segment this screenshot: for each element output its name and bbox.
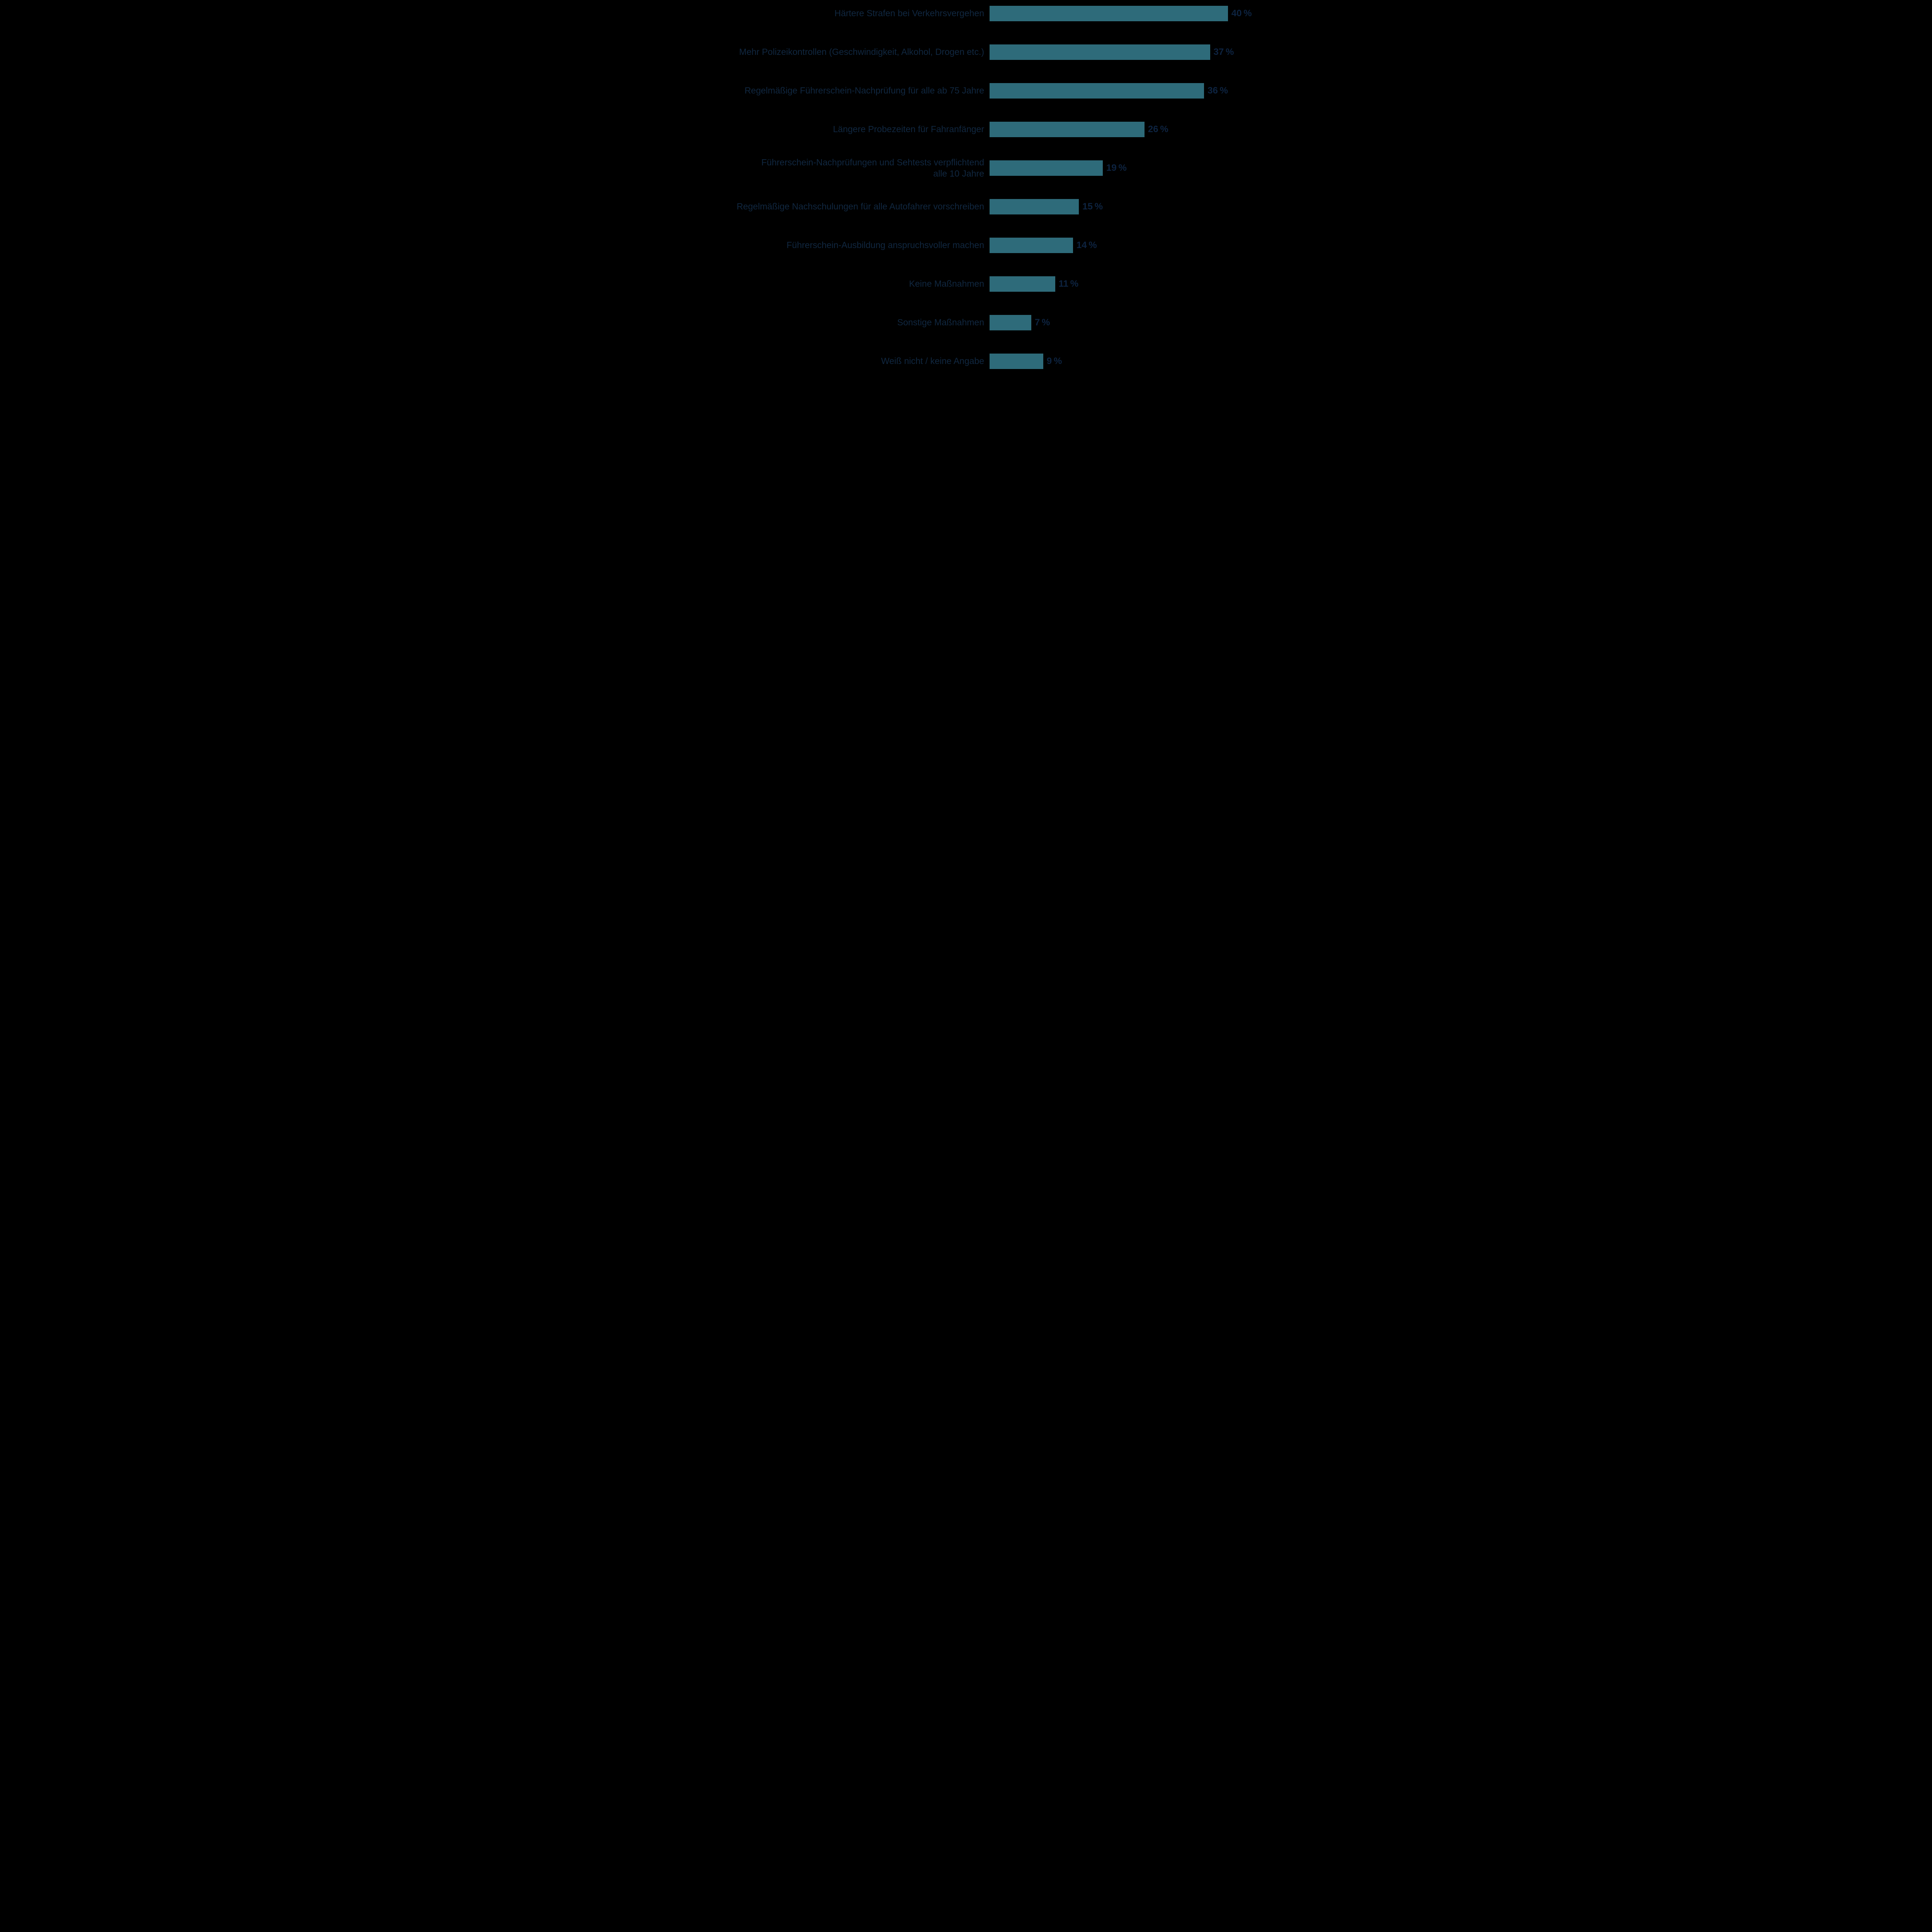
- bar-area: 14 %: [990, 226, 1256, 265]
- category-label: Längere Probezeiten für Fahranfänger: [833, 124, 984, 134]
- category-label: Führerschein-Ausbildung anspruchsvoller …: [786, 240, 984, 250]
- bar-area: 40 %: [990, 0, 1256, 33]
- chart-row: Längere Probezeiten für Fahranfänger 26 %: [676, 110, 1256, 149]
- value-label: 36 %: [1208, 85, 1228, 96]
- chart-row: Regelmäßige Nachschulungen für alle Auto…: [676, 187, 1256, 226]
- value-label: 15 %: [1082, 201, 1103, 212]
- category-label: Weiß nicht / keine Angabe: [881, 356, 984, 366]
- bar-chart-rows: Härtere Strafen bei Verkehrsvergehen 40 %…: [676, 0, 1256, 381]
- category-label: Sonstige Maßnahmen: [897, 317, 984, 328]
- value-label: 26 %: [1148, 124, 1168, 134]
- bar: [990, 354, 1043, 369]
- bar-area: 11 %: [990, 265, 1256, 303]
- bar: [990, 6, 1228, 21]
- value-label: 14 %: [1076, 240, 1097, 250]
- bar: [990, 122, 1145, 137]
- bar: [990, 83, 1204, 99]
- chart-row: Regelmäßige Führerschein-Nachprüfung für…: [676, 71, 1256, 110]
- category-label: Regelmäßige Führerschein-Nachprüfung für…: [744, 85, 984, 96]
- chart-row: Keine Maßnahmen 11 %: [676, 265, 1256, 303]
- category-label: Mehr Polizeikontrollen (Geschwindigkeit,…: [739, 47, 984, 57]
- value-label: 37 %: [1213, 47, 1234, 57]
- category-label: Keine Maßnahmen: [909, 279, 984, 289]
- bar: [990, 44, 1210, 60]
- bar: [990, 160, 1103, 176]
- category-label: Führerschein-Nachprüfungen und Sehtests …: [761, 157, 984, 179]
- bar: [990, 199, 1079, 214]
- chart-row: Härtere Strafen bei Verkehrsvergehen 40 %: [676, 0, 1256, 33]
- bar-area: 26 %: [990, 110, 1256, 149]
- bar-area: 15 %: [990, 187, 1256, 226]
- bar-area: 7 %: [990, 303, 1256, 342]
- chart-row: Mehr Polizeikontrollen (Geschwindigkeit,…: [676, 33, 1256, 71]
- bar: [990, 276, 1055, 292]
- bar-chart: Härtere Strafen bei Verkehrsvergehen 40 %…: [676, 0, 1256, 412]
- value-label: 40 %: [1231, 8, 1252, 19]
- chart-row: Weiß nicht / keine Angabe 9 %: [676, 342, 1256, 381]
- bar-area: 19 %: [990, 149, 1256, 187]
- bar: [990, 315, 1031, 330]
- chart-row: Führerschein-Nachprüfungen und Sehtests …: [676, 149, 1256, 187]
- bar: [990, 238, 1073, 253]
- category-label: Härtere Strafen bei Verkehrsvergehen: [834, 8, 984, 19]
- category-label: Regelmäßige Nachschulungen für alle Auto…: [736, 201, 984, 212]
- value-label: 19 %: [1106, 163, 1127, 173]
- value-label: 9 %: [1046, 356, 1062, 366]
- bar-area: 9 %: [990, 342, 1256, 381]
- chart-row: Führerschein-Ausbildung anspruchsvoller …: [676, 226, 1256, 265]
- bar-area: 36 %: [990, 71, 1256, 110]
- chart-row: Sonstige Maßnahmen 7 %: [676, 303, 1256, 342]
- value-label: 11 %: [1058, 279, 1079, 289]
- bar-area: 37 %: [990, 33, 1256, 71]
- value-label: 7 %: [1034, 317, 1050, 328]
